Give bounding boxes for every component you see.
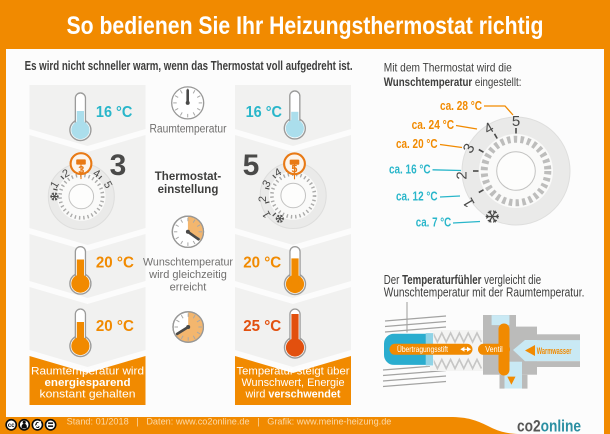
svg-text:ca. 16 °C: ca. 16 °C: [389, 162, 431, 176]
svg-text:5: 5: [243, 149, 260, 182]
svg-text:ca. 7 °C: ca. 7 °C: [416, 216, 451, 230]
svg-text:1: 1: [260, 209, 273, 220]
svg-text:ca. 20 °C: ca. 20 °C: [396, 137, 438, 151]
svg-text:4: 4: [91, 167, 102, 180]
svg-text:Raumtemperatur wird: Raumtemperatur wird: [31, 366, 144, 378]
svg-text:16 °C: 16 °C: [246, 104, 283, 121]
svg-text:20 °C: 20 °C: [243, 254, 281, 271]
svg-text:3: 3: [260, 178, 273, 189]
svg-text:Wunschwert, Energie: Wunschwert, Energie: [242, 377, 345, 389]
svg-text:2: 2: [257, 196, 269, 202]
svg-text:Thermostat-: Thermostat-: [155, 171, 222, 183]
svg-text:1: 1: [48, 179, 61, 190]
svg-text:cc: cc: [8, 422, 15, 429]
svg-text:25 °C: 25 °C: [243, 318, 281, 335]
svg-text:2: 2: [61, 167, 72, 180]
svg-text:ca. 24 °C: ca. 24 °C: [412, 118, 455, 132]
svg-text:Wunschtemperatur mit der Raumt: Wunschtemperatur mit der Raumtemperatur.: [384, 286, 585, 300]
svg-text:co2online: co2online: [517, 417, 581, 434]
svg-text:Mit dem Thermostat wird die: Mit dem Thermostat wird die: [384, 60, 512, 74]
svg-text:Es wird nicht schneller warm,: Es wird nicht schneller warm, wenn das T…: [25, 58, 353, 73]
svg-text:erreicht: erreicht: [170, 282, 207, 294]
svg-text:einstellung: einstellung: [158, 184, 219, 196]
svg-text:energiesparend: energiesparend: [45, 377, 131, 389]
svg-text:wird verschwendet: wird verschwendet: [245, 389, 341, 401]
svg-text:Übertragungsstift: Übertragungsstift: [397, 344, 448, 354]
svg-text:4: 4: [272, 166, 283, 179]
svg-text:Temperatur steigt über: Temperatur steigt über: [237, 366, 350, 378]
svg-text:Stand: 01/2018 | Daten: ww: Stand: 01/2018 | Daten: www.co2online.de…: [67, 417, 392, 427]
svg-text:16 °C: 16 °C: [96, 104, 133, 121]
svg-text:20 °C: 20 °C: [96, 318, 134, 335]
svg-text:Wunschtemperatur: Wunschtemperatur: [143, 257, 233, 269]
svg-text:So bedienen Sie Ihr Heizungsth: So bedienen Sie Ihr Heizungsthermostat r…: [67, 12, 544, 40]
svg-text:Ventil: Ventil: [485, 344, 503, 354]
svg-text:ca. 12 °C: ca. 12 °C: [396, 190, 438, 204]
svg-text:3: 3: [78, 165, 84, 177]
svg-text:3: 3: [110, 149, 127, 182]
svg-text:5: 5: [291, 164, 297, 176]
svg-text:Wunschtemperatur eingestellt:: Wunschtemperatur eingestellt:: [384, 75, 522, 89]
svg-text:ca. 28 °C: ca. 28 °C: [440, 99, 482, 113]
svg-text:5: 5: [512, 113, 520, 130]
svg-text:wird gleichzeitig: wird gleichzeitig: [148, 269, 227, 281]
svg-text:5: 5: [101, 179, 114, 190]
svg-text:20 °C: 20 °C: [96, 254, 134, 271]
svg-text:Der Temperaturfühler vergleich: Der Temperaturfühler vergleicht die: [384, 273, 541, 287]
svg-text:konstant gehalten: konstant gehalten: [40, 389, 136, 401]
svg-text:2: 2: [454, 171, 471, 179]
svg-text:Warmwasser: Warmwasser: [537, 346, 572, 357]
svg-text:Raumtemperatur: Raumtemperatur: [150, 124, 227, 136]
